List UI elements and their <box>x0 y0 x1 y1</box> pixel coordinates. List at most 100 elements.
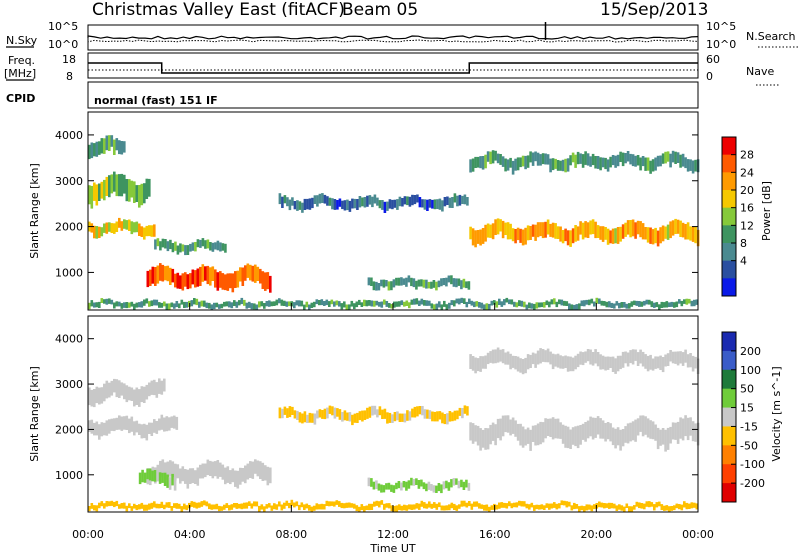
velocity-cell <box>93 389 96 408</box>
velocity-cell <box>575 504 579 509</box>
velocity-cell <box>138 423 141 435</box>
power-cell <box>558 299 561 305</box>
power-cell <box>584 151 587 165</box>
velocity-cell <box>278 407 282 419</box>
power-cell <box>598 298 601 304</box>
velocity-cell <box>416 406 419 417</box>
velocity-cell <box>545 503 549 508</box>
velocity-cell <box>676 421 680 444</box>
power-cell <box>694 226 697 244</box>
velocity-cell <box>606 422 610 440</box>
power-cell <box>336 200 339 210</box>
power-cbar-swatch <box>722 243 736 262</box>
power-cell <box>93 302 96 308</box>
power-cell <box>366 195 369 207</box>
power-heatmap <box>88 135 700 310</box>
power-cell <box>173 303 176 309</box>
power-cell <box>318 300 321 306</box>
power-cell <box>655 302 659 308</box>
power-cell <box>341 200 344 210</box>
velocity-cell <box>668 506 671 512</box>
power-cell <box>514 158 517 171</box>
power-cell <box>135 185 139 202</box>
velocity-cell <box>191 468 195 484</box>
power-cell <box>155 299 159 306</box>
velocity-cell <box>608 502 611 509</box>
velocity-cell <box>691 355 695 372</box>
power-cell <box>685 298 689 305</box>
power-cell <box>491 150 495 164</box>
nave-label: Nave <box>746 65 774 78</box>
power-cell <box>560 299 564 306</box>
power-cell <box>280 299 284 306</box>
velocity-cell <box>659 355 662 370</box>
velocity-cell <box>452 478 456 486</box>
power-cell <box>569 155 572 166</box>
power-cell <box>458 298 461 305</box>
power-cell <box>154 239 157 250</box>
power-cell <box>495 301 499 308</box>
power-cell <box>683 299 686 304</box>
power-cell <box>363 299 366 307</box>
velocity-cell <box>690 502 694 509</box>
velocity-cell <box>564 355 567 368</box>
power-cell <box>410 299 414 305</box>
power-cell <box>199 239 202 248</box>
velocity-cell <box>519 358 522 373</box>
power-cell <box>388 199 392 209</box>
velocity-cell <box>381 409 384 419</box>
power-cell <box>636 220 640 235</box>
power-cell <box>556 160 560 171</box>
velocity-cell <box>513 502 516 508</box>
power-cbar-label: Power [dB] <box>760 181 773 241</box>
velocity-cell <box>241 468 245 482</box>
power-cell <box>565 301 569 306</box>
velocity-cell <box>240 503 244 510</box>
velocity-cell <box>614 358 617 374</box>
power-cbar-swatch <box>722 137 736 156</box>
nsearch-label: N.Search <box>746 30 796 43</box>
velocity-cell <box>186 469 190 489</box>
power-cbar-tick-label: 4 <box>740 255 747 268</box>
velocity-cell <box>646 418 650 438</box>
x-tick-label: 08:00 <box>275 528 307 541</box>
velocity-cell <box>467 482 471 491</box>
power-cell <box>108 135 111 151</box>
velocity-cell <box>621 351 625 368</box>
velocity-cell <box>689 417 692 436</box>
power-cell <box>120 221 124 231</box>
power-cell <box>386 201 389 211</box>
power-cell <box>539 154 542 166</box>
power-cell <box>453 193 457 203</box>
power-cell <box>471 158 475 172</box>
power-cell <box>184 245 187 256</box>
velocity-cell <box>261 462 265 481</box>
power-cell <box>98 183 101 201</box>
velocity-cell <box>140 386 144 403</box>
velocity-cell <box>601 355 605 370</box>
power-cbar-swatch <box>722 172 736 191</box>
power-cell <box>269 275 272 293</box>
power-cell <box>340 303 344 310</box>
power-cell <box>641 156 645 167</box>
velocity-cell <box>161 459 165 474</box>
velocity-cell <box>594 349 597 364</box>
power-cell <box>649 160 652 174</box>
power-cell <box>313 195 317 204</box>
power-cell <box>407 275 411 283</box>
freq-panel-frame <box>87 52 699 79</box>
velocity-cell <box>546 418 550 436</box>
velocity-cell <box>343 503 346 509</box>
velocity-cell <box>415 478 418 485</box>
power-cell <box>219 242 222 252</box>
velocity-cell <box>138 389 141 407</box>
power-cell <box>123 174 126 194</box>
power-cell <box>264 272 267 291</box>
power-cell <box>418 197 422 208</box>
power-cell <box>367 277 371 286</box>
power-cell <box>218 304 221 309</box>
power-cell <box>432 280 436 288</box>
power-cell <box>301 202 304 213</box>
velocity-cell <box>629 422 632 442</box>
velocity-cell <box>118 415 121 430</box>
